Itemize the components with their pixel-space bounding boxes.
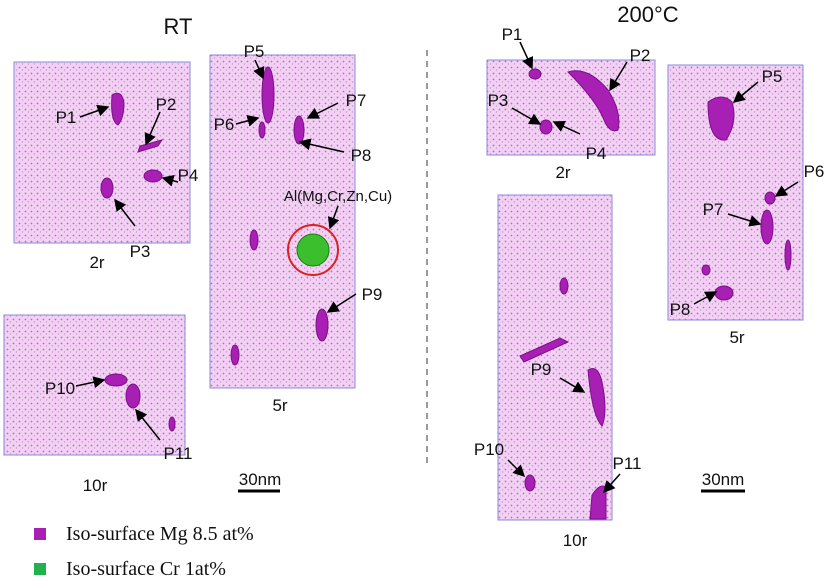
panel-label: 10r <box>563 531 588 550</box>
precipitate <box>524 474 536 492</box>
arrow <box>507 459 526 478</box>
reconstruction <box>13 61 191 244</box>
scale-bar-label: 30nm <box>702 470 745 489</box>
legend-label: Iso-surface Cr 1at% <box>66 558 226 580</box>
scale-bar-label: 30nm <box>239 470 282 489</box>
precipitate-label: P3 <box>130 242 151 261</box>
arrow <box>144 111 161 146</box>
precipitate-label: P6 <box>214 115 235 134</box>
legend-swatch <box>34 563 46 575</box>
arrow <box>519 41 534 70</box>
precipitate-label: P6 <box>804 162 825 181</box>
cr-precipitate <box>296 233 330 267</box>
precipitate <box>701 264 711 276</box>
heading: RT <box>164 14 193 39</box>
arrow <box>774 181 799 197</box>
reconstruction <box>497 194 613 521</box>
precipitate <box>261 66 275 124</box>
arrow <box>306 102 339 119</box>
precipitate-label: P5 <box>762 67 783 86</box>
arrow <box>75 376 106 389</box>
precipitate <box>589 485 607 520</box>
precipitate <box>168 416 176 432</box>
arrow <box>235 114 260 127</box>
panel-label: 10r <box>83 476 108 495</box>
annotation: Al(Mg,Cr,Zn,Cu) <box>284 188 392 205</box>
reconstruction <box>486 59 656 156</box>
precipitate-label: P4 <box>178 166 199 185</box>
arrow <box>609 61 628 92</box>
arrow <box>732 81 759 103</box>
precipitate <box>293 115 305 145</box>
legend-swatch <box>34 528 46 540</box>
precipitate <box>587 368 606 427</box>
arrow <box>298 138 345 153</box>
arrow <box>693 291 718 305</box>
precipitate <box>528 68 542 80</box>
arrow <box>114 198 136 227</box>
precipitate-label: P11 <box>164 444 193 463</box>
arrow <box>135 408 161 441</box>
precipitate-label: P2 <box>156 95 177 114</box>
precipitate <box>230 344 240 366</box>
precipitate <box>764 191 776 205</box>
arrow <box>79 104 110 118</box>
precipitate <box>760 209 774 245</box>
precipitate-label: P11 <box>613 454 642 473</box>
precipitate <box>143 169 163 183</box>
precipitate-label: P2 <box>630 46 651 65</box>
precipitate-label: P10 <box>474 440 504 459</box>
precipitate <box>784 239 792 271</box>
precipitate <box>567 70 620 132</box>
precipitate <box>249 229 259 251</box>
panel-label: 5r <box>272 396 287 415</box>
panel-label: 5r <box>729 328 744 347</box>
precipitate <box>315 308 329 342</box>
precipitate-label: P1 <box>502 25 523 44</box>
precipitate-label: P9 <box>362 285 383 304</box>
arrow <box>552 120 581 135</box>
arrow <box>161 174 179 187</box>
precipitate-label: P4 <box>586 144 607 163</box>
panel-label: 2r <box>89 253 104 272</box>
reconstruction <box>3 314 186 456</box>
arrow <box>559 377 586 393</box>
precipitate-label: P9 <box>531 360 552 379</box>
precipitate-label: P1 <box>56 108 77 127</box>
precipitate-label: P7 <box>703 200 724 219</box>
precipitate <box>111 92 125 126</box>
arrow <box>327 205 340 230</box>
highlight-circle <box>287 224 339 276</box>
precipitate-label: P10 <box>45 379 75 398</box>
precipitate <box>519 337 570 363</box>
precipitate <box>559 277 569 295</box>
precipitate <box>258 121 266 139</box>
precipitate <box>100 177 114 199</box>
legend-label: Iso-surface Mg 8.5 at% <box>66 523 254 545</box>
arrow <box>253 59 265 80</box>
arrow <box>727 213 762 227</box>
arrow <box>326 293 357 313</box>
precipitate-label: P8 <box>670 300 691 319</box>
arrow <box>603 473 621 494</box>
precipitate <box>104 373 128 387</box>
heading: 200°C <box>617 2 679 27</box>
precipitate <box>714 285 734 301</box>
arrow <box>511 107 542 125</box>
precipitate-label: P3 <box>488 91 509 110</box>
precipitate <box>539 119 553 135</box>
precipitate-label: P5 <box>244 42 265 61</box>
precipitate <box>707 96 735 141</box>
panel-label: 2r <box>555 163 570 182</box>
precipitate <box>125 383 141 409</box>
precipitate-label: P8 <box>351 146 372 165</box>
precipitate-label: P7 <box>346 91 367 110</box>
